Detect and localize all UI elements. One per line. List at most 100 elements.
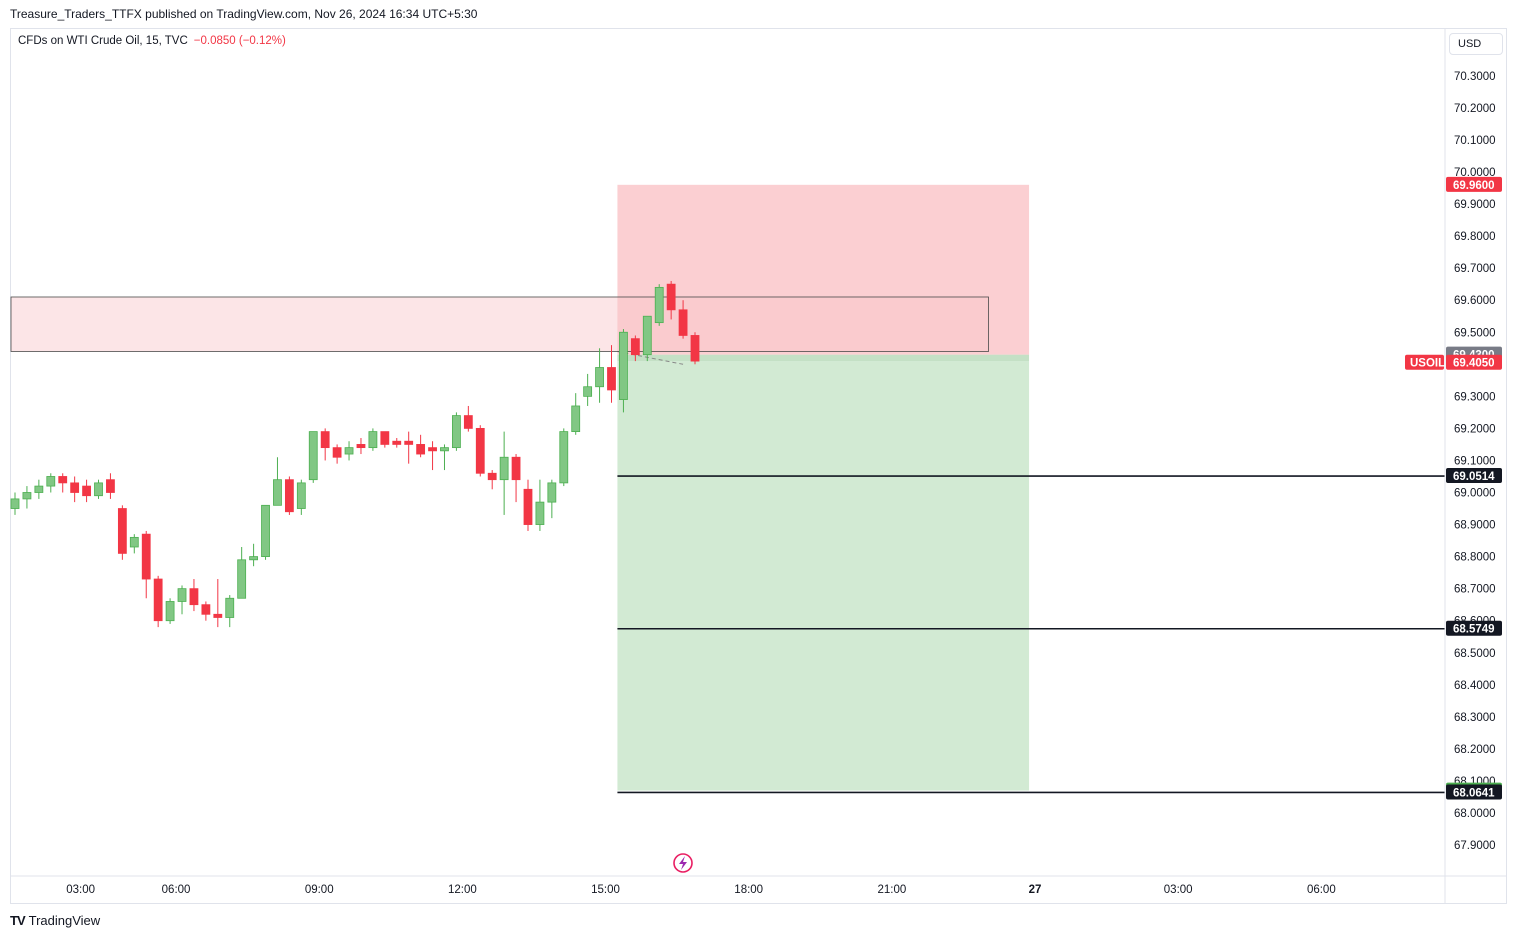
price-tick-label: 69.1000: [1454, 455, 1496, 467]
candle-47: [571, 393, 581, 435]
chart-frame: [10, 28, 1507, 904]
candle-body: [177, 588, 187, 602]
candle-body: [678, 309, 688, 336]
price-axis[interactable]: 70.3000 70.2000 70.1000 70.0000 69.9000 69.80…: [1444, 29, 1496, 903]
price-tick-label: 69.2000: [1454, 423, 1496, 435]
price-tick-label: 68.8000: [1454, 552, 1496, 564]
candle-38: [463, 405, 473, 432]
candle-35: [428, 441, 437, 471]
candle-4: [58, 473, 68, 493]
price-tag-text: 69.4050: [1453, 358, 1495, 370]
candle-body: [523, 488, 533, 525]
price-tick-label: 68.7000: [1454, 584, 1496, 596]
candle-body: [34, 485, 44, 493]
price-tick-label: 68.9000: [1454, 520, 1496, 532]
time-tick-label: 03:00: [1164, 884, 1193, 896]
candle-body: [284, 479, 294, 513]
candle-9: [117, 505, 127, 560]
time-tick-label: 06:00: [162, 884, 191, 896]
candle-body: [595, 367, 604, 388]
candle-57: [690, 332, 700, 365]
candle-3: [46, 473, 56, 493]
position-tool[interactable]: [617, 184, 1030, 791]
supply-zone[interactable]: [10, 296, 989, 352]
candle-body: [607, 367, 616, 391]
candle-body: [261, 504, 270, 558]
candle-40: [487, 470, 497, 490]
candle-body: [440, 447, 449, 452]
price-tag-bg: [1446, 468, 1502, 484]
symbol-legend[interactable]: CFDs on WTI Crude Oil, 15, TVC −0.0850 (−…: [18, 35, 286, 47]
price-tick-label: 70.2000: [1454, 103, 1496, 115]
candle-body: [70, 482, 80, 493]
candle-14: [177, 585, 187, 615]
price-tick-label: 68.5000: [1454, 648, 1496, 660]
candle-30: [368, 428, 378, 451]
candle-29: [356, 438, 366, 455]
candle-12: [153, 575, 163, 628]
candle-20: [249, 543, 259, 567]
candle-body: [153, 578, 163, 622]
candle-body: [189, 588, 199, 606]
candle-33: [404, 431, 414, 464]
candle-42: [511, 454, 521, 503]
candle-body: [642, 315, 652, 356]
price-tag-bg: [1446, 620, 1502, 636]
tradingview-logo-icon: TV: [10, 913, 26, 928]
candle-50: [607, 345, 616, 403]
candle-18: [225, 595, 235, 628]
symbol-tag: USOIL: [1405, 354, 1445, 370]
candle-2: [34, 479, 44, 499]
candle-45: [547, 479, 557, 519]
candle-body: [463, 415, 473, 429]
candle-body: [499, 456, 509, 481]
price-tick-label: 69.6000: [1454, 295, 1496, 307]
candle-body: [10, 498, 20, 509]
price-tick-label: 68.0000: [1454, 808, 1496, 820]
time-axis[interactable]: 03:00 06:00 09:00 12:00 15:00 18:00 21:00 27 03:…: [11, 875, 1506, 896]
price-tick-label: 70.3000: [1454, 71, 1496, 83]
candles[interactable]: [10, 280, 700, 628]
candle-body: [22, 492, 32, 500]
price-tag-bg: [1446, 176, 1502, 192]
candle-body: [46, 476, 56, 487]
candle-body: [380, 431, 390, 445]
candle-25: [308, 431, 318, 483]
currency-button[interactable]: USD: [1449, 33, 1503, 55]
candle-32: [392, 438, 402, 448]
candle-body: [332, 447, 342, 458]
candle-body: [82, 485, 91, 497]
candle-body: [308, 431, 318, 481]
time-tick-label: 06:00: [1307, 884, 1336, 896]
candle-37: [452, 412, 461, 451]
candle-8: [106, 473, 115, 499]
price-tag-69.9600: 69.9600: [1446, 176, 1502, 192]
price-tag-69.4050: 69.4050: [1446, 354, 1502, 370]
candle-10: [129, 534, 139, 554]
footer-brand[interactable]: TV TradingView: [10, 913, 100, 928]
candle-body: [213, 613, 223, 618]
symbol-tag-bg: [1405, 354, 1444, 370]
candle-13: [165, 598, 175, 624]
candle-51: [619, 329, 628, 413]
candle-body: [452, 415, 461, 449]
candle-body: [165, 601, 175, 622]
candle-body: [416, 444, 426, 455]
price-tick-label: 70.0000: [1454, 167, 1496, 179]
candle-36: [440, 444, 449, 471]
horizontal-lines[interactable]: [617, 475, 1445, 794]
price-tick-label: 68.4000: [1454, 680, 1496, 692]
price-tag-69.0514: 69.0514: [1446, 468, 1502, 484]
time-tick-label: 09:00: [305, 884, 334, 896]
zone-rectangle: [10, 296, 989, 352]
time-tick-label: 15:00: [591, 884, 620, 896]
price-tick-label: 69.0000: [1454, 488, 1496, 500]
candle-body: [296, 482, 306, 509]
time-tick-label: 18:00: [734, 884, 763, 896]
candle-body: [487, 472, 497, 481]
price-tick-label: 70.1000: [1454, 135, 1496, 147]
candle-27: [332, 444, 342, 464]
candle-body: [583, 386, 593, 397]
candle-body: [117, 508, 127, 554]
